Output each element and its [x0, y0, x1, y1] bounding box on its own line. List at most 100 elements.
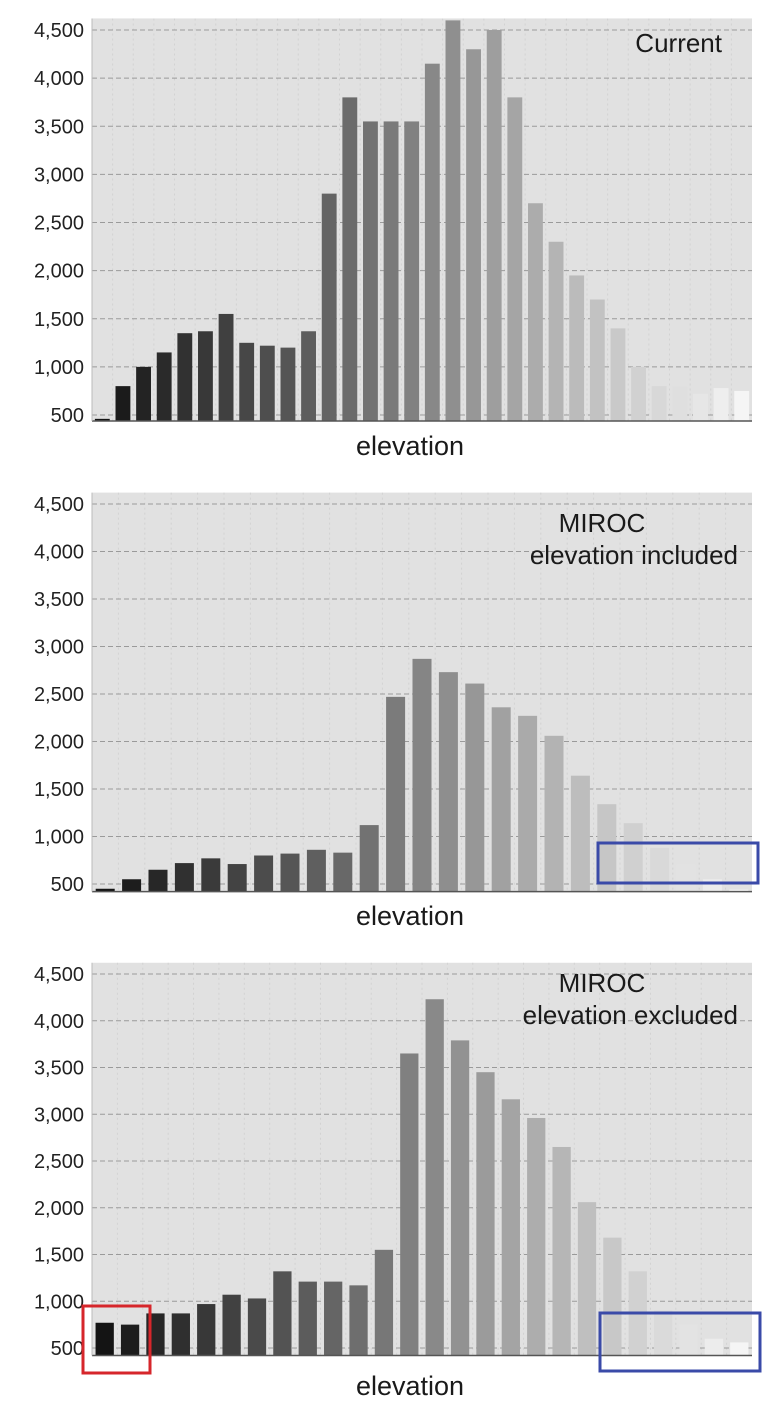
bar: [544, 735, 564, 892]
bar: [174, 863, 194, 892]
bar: [254, 855, 274, 892]
y-tick-label: 3,500: [34, 1058, 84, 1080]
bar: [623, 823, 643, 892]
bar: [201, 858, 221, 892]
red-highlight-box: [81, 1304, 152, 1375]
bar: [349, 1285, 368, 1356]
y-tick-label: 2,000: [34, 732, 84, 754]
bar: [702, 879, 722, 892]
bar: [171, 1313, 190, 1356]
y-tick-label: 3,500: [34, 589, 84, 611]
bar: [734, 390, 750, 421]
panel-miroc-elevation-included: 500 1,000 1,500 2,000 2,500 3,000 3,500 4,000 4,…: [34, 492, 760, 931]
y-tick-label: 3,000: [34, 637, 84, 659]
bar: [342, 97, 358, 421]
bar: [729, 889, 749, 892]
bar: [333, 852, 353, 892]
bar: [156, 352, 172, 421]
panel-title: elevation included: [530, 540, 738, 570]
y-tick-label: 3,000: [34, 1104, 84, 1126]
bar: [321, 193, 337, 421]
y-tick-label: 1,000: [34, 827, 84, 849]
bar: [247, 1298, 267, 1356]
panel-title: Current: [635, 28, 722, 58]
bar: [374, 1249, 394, 1356]
bar: [122, 879, 142, 892]
bar: [466, 49, 481, 421]
panel-title: elevation excluded: [523, 1000, 738, 1030]
y-tick-label: 4,500: [34, 494, 84, 516]
bar: [713, 388, 729, 421]
bar: [95, 888, 115, 892]
bar: [631, 366, 646, 421]
bar: [359, 825, 379, 892]
y-tick-label: 1,500: [34, 779, 84, 801]
bar: [95, 1322, 114, 1356]
y-tick-label: 2,500: [34, 1151, 84, 1173]
bar: [301, 331, 316, 421]
bar: [424, 63, 440, 421]
bar: [570, 775, 590, 892]
y-tick-label: 2,500: [34, 684, 84, 706]
bar: [552, 1146, 571, 1356]
y-tick-label: 1,500: [34, 1245, 84, 1267]
y-tick-label: 500: [51, 405, 84, 427]
bar: [306, 849, 326, 892]
bar: [491, 707, 511, 892]
bar: [363, 121, 378, 421]
y-tick-label: 1,000: [34, 357, 84, 379]
bar: [148, 869, 168, 892]
bar: [465, 683, 485, 892]
y-tick-label: 2,000: [34, 261, 84, 283]
bar: [610, 328, 626, 421]
y-tick-label: 3,000: [34, 164, 84, 186]
bar: [476, 1072, 495, 1356]
bar: [404, 121, 420, 421]
bar: [597, 804, 617, 892]
bar: [298, 1281, 317, 1356]
blue-highlight-box: [598, 1311, 762, 1373]
bar: [445, 20, 461, 421]
bar: [197, 1304, 216, 1356]
bar: [450, 1040, 470, 1356]
panel-title: MIROC: [559, 968, 646, 998]
bar: [577, 1202, 597, 1356]
bar: [177, 333, 193, 421]
bar: [400, 1053, 419, 1356]
y-tick-label: 2,000: [34, 1198, 84, 1220]
bar: [527, 1117, 546, 1356]
panel-title: MIROC: [559, 508, 646, 538]
y-tick-label: 4,000: [34, 68, 84, 90]
y-tick-label: 3,500: [34, 116, 84, 138]
bar: [486, 30, 502, 421]
bar: [501, 1099, 520, 1356]
bar: [679, 1324, 698, 1356]
bar: [386, 696, 406, 892]
bar: [259, 345, 275, 421]
bar: [136, 366, 151, 421]
x-axis-label: elevation: [356, 431, 464, 461]
bar: [589, 299, 605, 421]
bar: [704, 1338, 724, 1356]
bar: [227, 864, 247, 892]
bar: [650, 847, 670, 892]
y-tick-label: 2,500: [34, 213, 84, 235]
bar: [239, 342, 255, 421]
bar: [222, 1294, 241, 1356]
bar: [654, 1310, 673, 1356]
bar: [280, 853, 300, 892]
bar: [507, 97, 523, 421]
y-tick-label: 1,000: [34, 1291, 84, 1313]
bar: [730, 1342, 749, 1356]
bar: [218, 313, 234, 421]
y-tick-label: 500: [51, 874, 84, 896]
bar: [94, 418, 110, 421]
bar: [324, 1281, 343, 1356]
bar: [273, 1271, 292, 1356]
bar: [672, 386, 688, 421]
bar: [569, 275, 585, 421]
blue-highlight-box: [596, 841, 760, 885]
panel-miroc-elevation-excluded: 500 1,000 1,500 2,000 2,500 3,000 3,500 4,000 4,…: [34, 962, 762, 1401]
bar: [425, 999, 444, 1356]
